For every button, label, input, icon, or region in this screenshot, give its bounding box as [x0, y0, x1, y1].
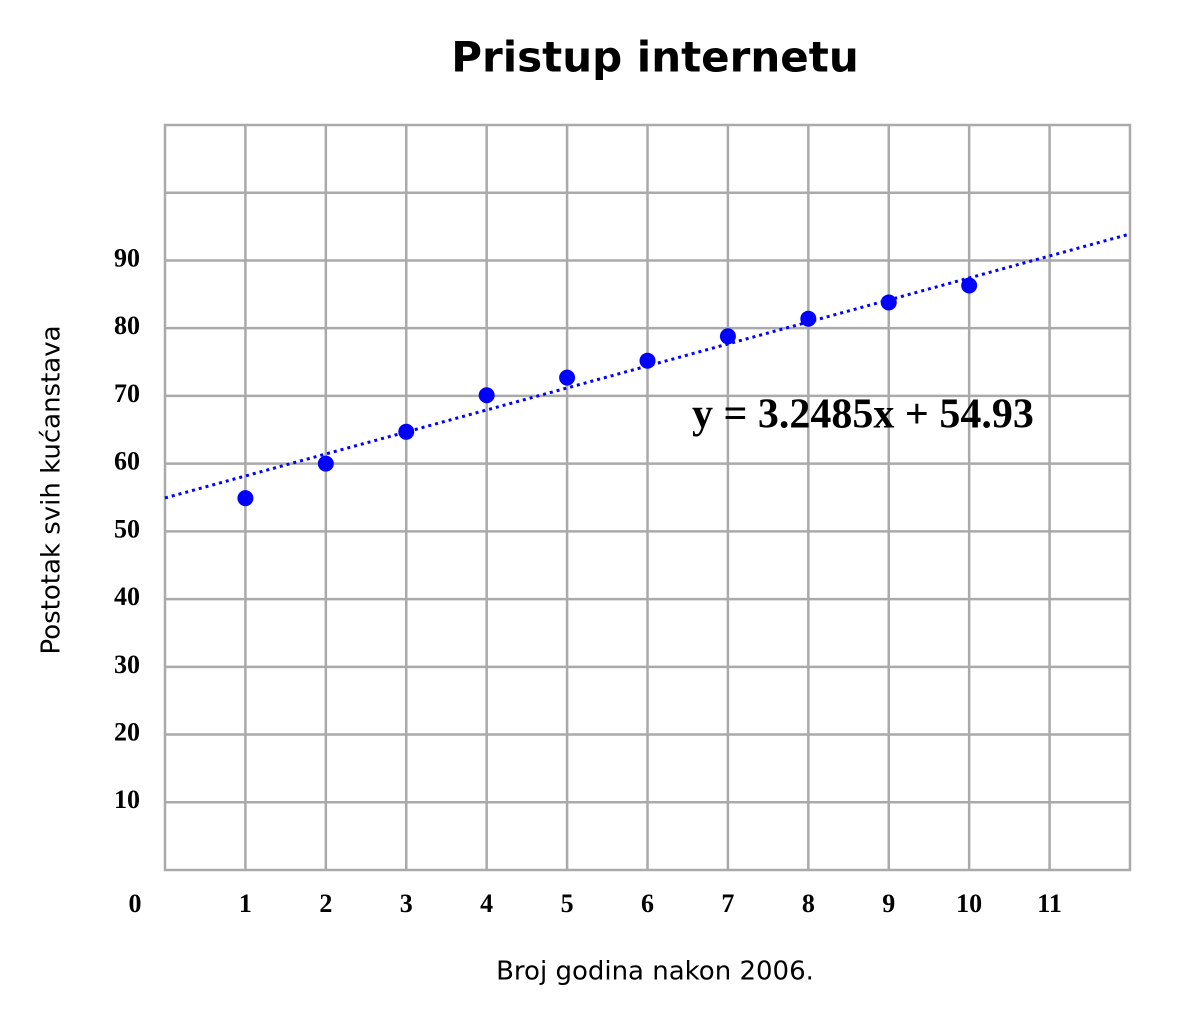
x-tick-label: 1: [239, 889, 252, 918]
y-tick-label: 70: [114, 379, 140, 408]
y-tick-label: 80: [114, 311, 140, 340]
data-point: [800, 310, 817, 327]
data-point: [237, 490, 254, 507]
y-tick-label: 90: [114, 243, 140, 272]
x-tick-label: 3: [400, 889, 413, 918]
x-tick-label: 5: [561, 889, 574, 918]
x-tick-label: 9: [882, 889, 895, 918]
data-point: [639, 352, 656, 369]
trendline-label: y = 3.2485x + 54.93: [692, 392, 1034, 438]
x-tick-label: 6: [641, 889, 654, 918]
x-tick-label: 10: [956, 889, 982, 918]
data-point: [398, 423, 415, 440]
y-tick-label: 40: [114, 582, 140, 611]
data-point: [719, 328, 736, 345]
data-point: [880, 294, 897, 311]
x-tick-label: 2: [319, 889, 332, 918]
x-tick-label: 7: [721, 889, 734, 918]
data-point: [961, 277, 978, 294]
y-axis-label: Postotak svih kućanstava: [37, 325, 67, 654]
x-tick-label: 4: [480, 889, 493, 918]
x-tick-label: 0: [129, 889, 142, 918]
y-tick-label: 60: [114, 447, 140, 476]
y-tick-label: 20: [114, 718, 140, 747]
x-tick-label: 11: [1037, 889, 1062, 918]
data-point: [559, 369, 576, 386]
x-tick-label: 8: [802, 889, 815, 918]
x-axis-label: Broj godina nakon 2006.: [496, 957, 814, 987]
y-tick-label: 50: [114, 514, 140, 543]
chart-title: Pristup internetu: [451, 33, 859, 82]
data-point: [478, 387, 495, 404]
data-point: [317, 455, 334, 472]
y-tick-label: 30: [114, 650, 140, 679]
y-tick-label: 10: [114, 785, 140, 814]
